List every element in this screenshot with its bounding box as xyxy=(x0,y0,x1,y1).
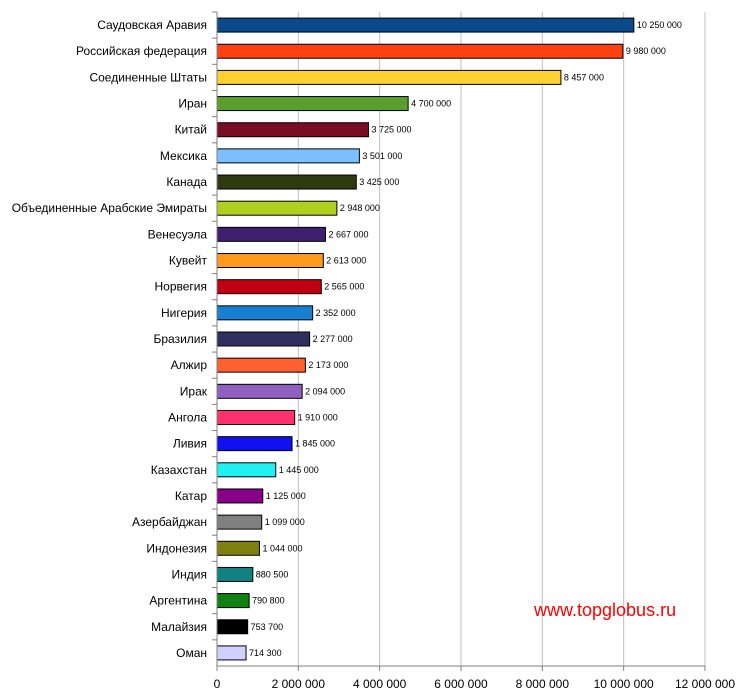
bar xyxy=(216,69,562,85)
value-label: 1 910 000 xyxy=(298,412,338,422)
value-label: 880 500 xyxy=(256,569,289,579)
value-label: 2 094 000 xyxy=(305,386,345,396)
x-tick-label: 4 000 000 xyxy=(353,677,407,691)
value-label: 790 800 xyxy=(252,596,285,606)
value-label: 714 300 xyxy=(249,648,282,658)
value-label: 4 700 000 xyxy=(411,99,451,109)
bar xyxy=(216,305,314,321)
category-label: Соединенные Штаты xyxy=(89,70,207,84)
bar xyxy=(216,436,293,452)
bar xyxy=(216,357,306,373)
value-label: 3 425 000 xyxy=(359,177,399,187)
x-tick-label: 6 000 000 xyxy=(434,677,488,691)
value-label: 1 099 000 xyxy=(265,517,305,527)
category-label: Ангола xyxy=(168,410,207,424)
bar xyxy=(216,409,296,425)
category-label: Мексика xyxy=(160,149,207,163)
bar xyxy=(216,279,322,295)
bar xyxy=(216,174,357,190)
x-tick-label: 12 000 000 xyxy=(675,677,735,691)
value-label: 2 352 000 xyxy=(316,308,356,318)
value-label: 1 845 000 xyxy=(295,439,335,449)
watermark-text: www.topglobus.ru xyxy=(534,600,677,620)
bar xyxy=(216,593,250,609)
category-label: Катар xyxy=(175,489,207,503)
bar xyxy=(216,540,260,556)
value-label: 3 725 000 xyxy=(371,125,411,135)
category-label: Оман xyxy=(176,646,207,660)
category-label: Алжир xyxy=(171,358,208,372)
category-label: Саудовская Аравия xyxy=(97,18,207,32)
bar xyxy=(216,17,635,33)
x-tick-label: 8 000 000 xyxy=(516,677,570,691)
bar xyxy=(216,226,326,242)
category-label: Иран xyxy=(178,97,207,111)
x-tick-label: 10 000 000 xyxy=(594,677,654,691)
bar xyxy=(216,383,303,399)
value-label: 2 667 000 xyxy=(328,229,368,239)
value-label: 1 044 000 xyxy=(262,543,302,553)
category-label: Бразилия xyxy=(154,332,208,346)
category-label: Малайзия xyxy=(151,620,207,634)
bar xyxy=(216,488,264,504)
value-label: 2 613 000 xyxy=(326,256,366,266)
x-axis: 0 2 000 000 4 000 000 6 000 000 8 000 000 10 … xyxy=(212,11,735,691)
category-label: Нигерия xyxy=(161,306,207,320)
category-label: Ливия xyxy=(173,437,207,451)
category-label: Ирак xyxy=(180,384,208,398)
value-label: 9 980 000 xyxy=(626,46,666,56)
bar xyxy=(216,96,409,112)
category-label: Казахстан xyxy=(151,463,207,477)
value-label: 2 948 000 xyxy=(340,203,380,213)
bar xyxy=(216,122,369,138)
bar xyxy=(216,462,277,478)
bars xyxy=(216,17,635,661)
category-label: Норвегия xyxy=(154,280,207,294)
category-label: Российская федерация xyxy=(76,44,207,58)
bar xyxy=(216,331,311,347)
bar xyxy=(216,514,263,530)
x-tick-label: 2 000 000 xyxy=(272,677,326,691)
value-label: 753 700 xyxy=(251,622,284,632)
bar xyxy=(216,253,324,269)
bar xyxy=(216,148,360,164)
category-labels: Саудовская Аравия Российская федерация Сое… xyxy=(12,18,208,660)
category-label: Индия xyxy=(172,567,207,581)
gridlines xyxy=(297,12,706,666)
bar xyxy=(216,200,338,216)
x-tick-label: 0 xyxy=(214,677,221,691)
bar xyxy=(216,43,624,59)
bar xyxy=(216,645,247,661)
value-label: 8 457 000 xyxy=(564,72,604,82)
value-label: 2 173 000 xyxy=(308,360,348,370)
category-label: Аргентина xyxy=(149,594,207,608)
bar xyxy=(216,566,254,582)
value-labels: 10 250 000 9 980 000 8 457 000 4 700 000 3 7… xyxy=(249,20,682,658)
category-label: Канада xyxy=(166,175,207,189)
value-label: 1 125 000 xyxy=(266,491,306,501)
value-label: 1 445 000 xyxy=(279,465,319,475)
category-label: Индонезия xyxy=(146,541,207,555)
category-label: Кувейт xyxy=(169,254,208,268)
category-label: Китай xyxy=(175,123,207,137)
category-label: Объединенные Арабские Эмираты xyxy=(12,201,207,215)
value-label: 10 250 000 xyxy=(637,20,682,30)
value-label: 3 501 000 xyxy=(362,151,402,161)
value-label: 2 565 000 xyxy=(324,282,364,292)
value-label: 2 277 000 xyxy=(313,334,353,344)
category-label: Венесуэла xyxy=(148,227,208,241)
category-label: Азербайджан xyxy=(132,515,207,529)
bar xyxy=(216,619,249,635)
